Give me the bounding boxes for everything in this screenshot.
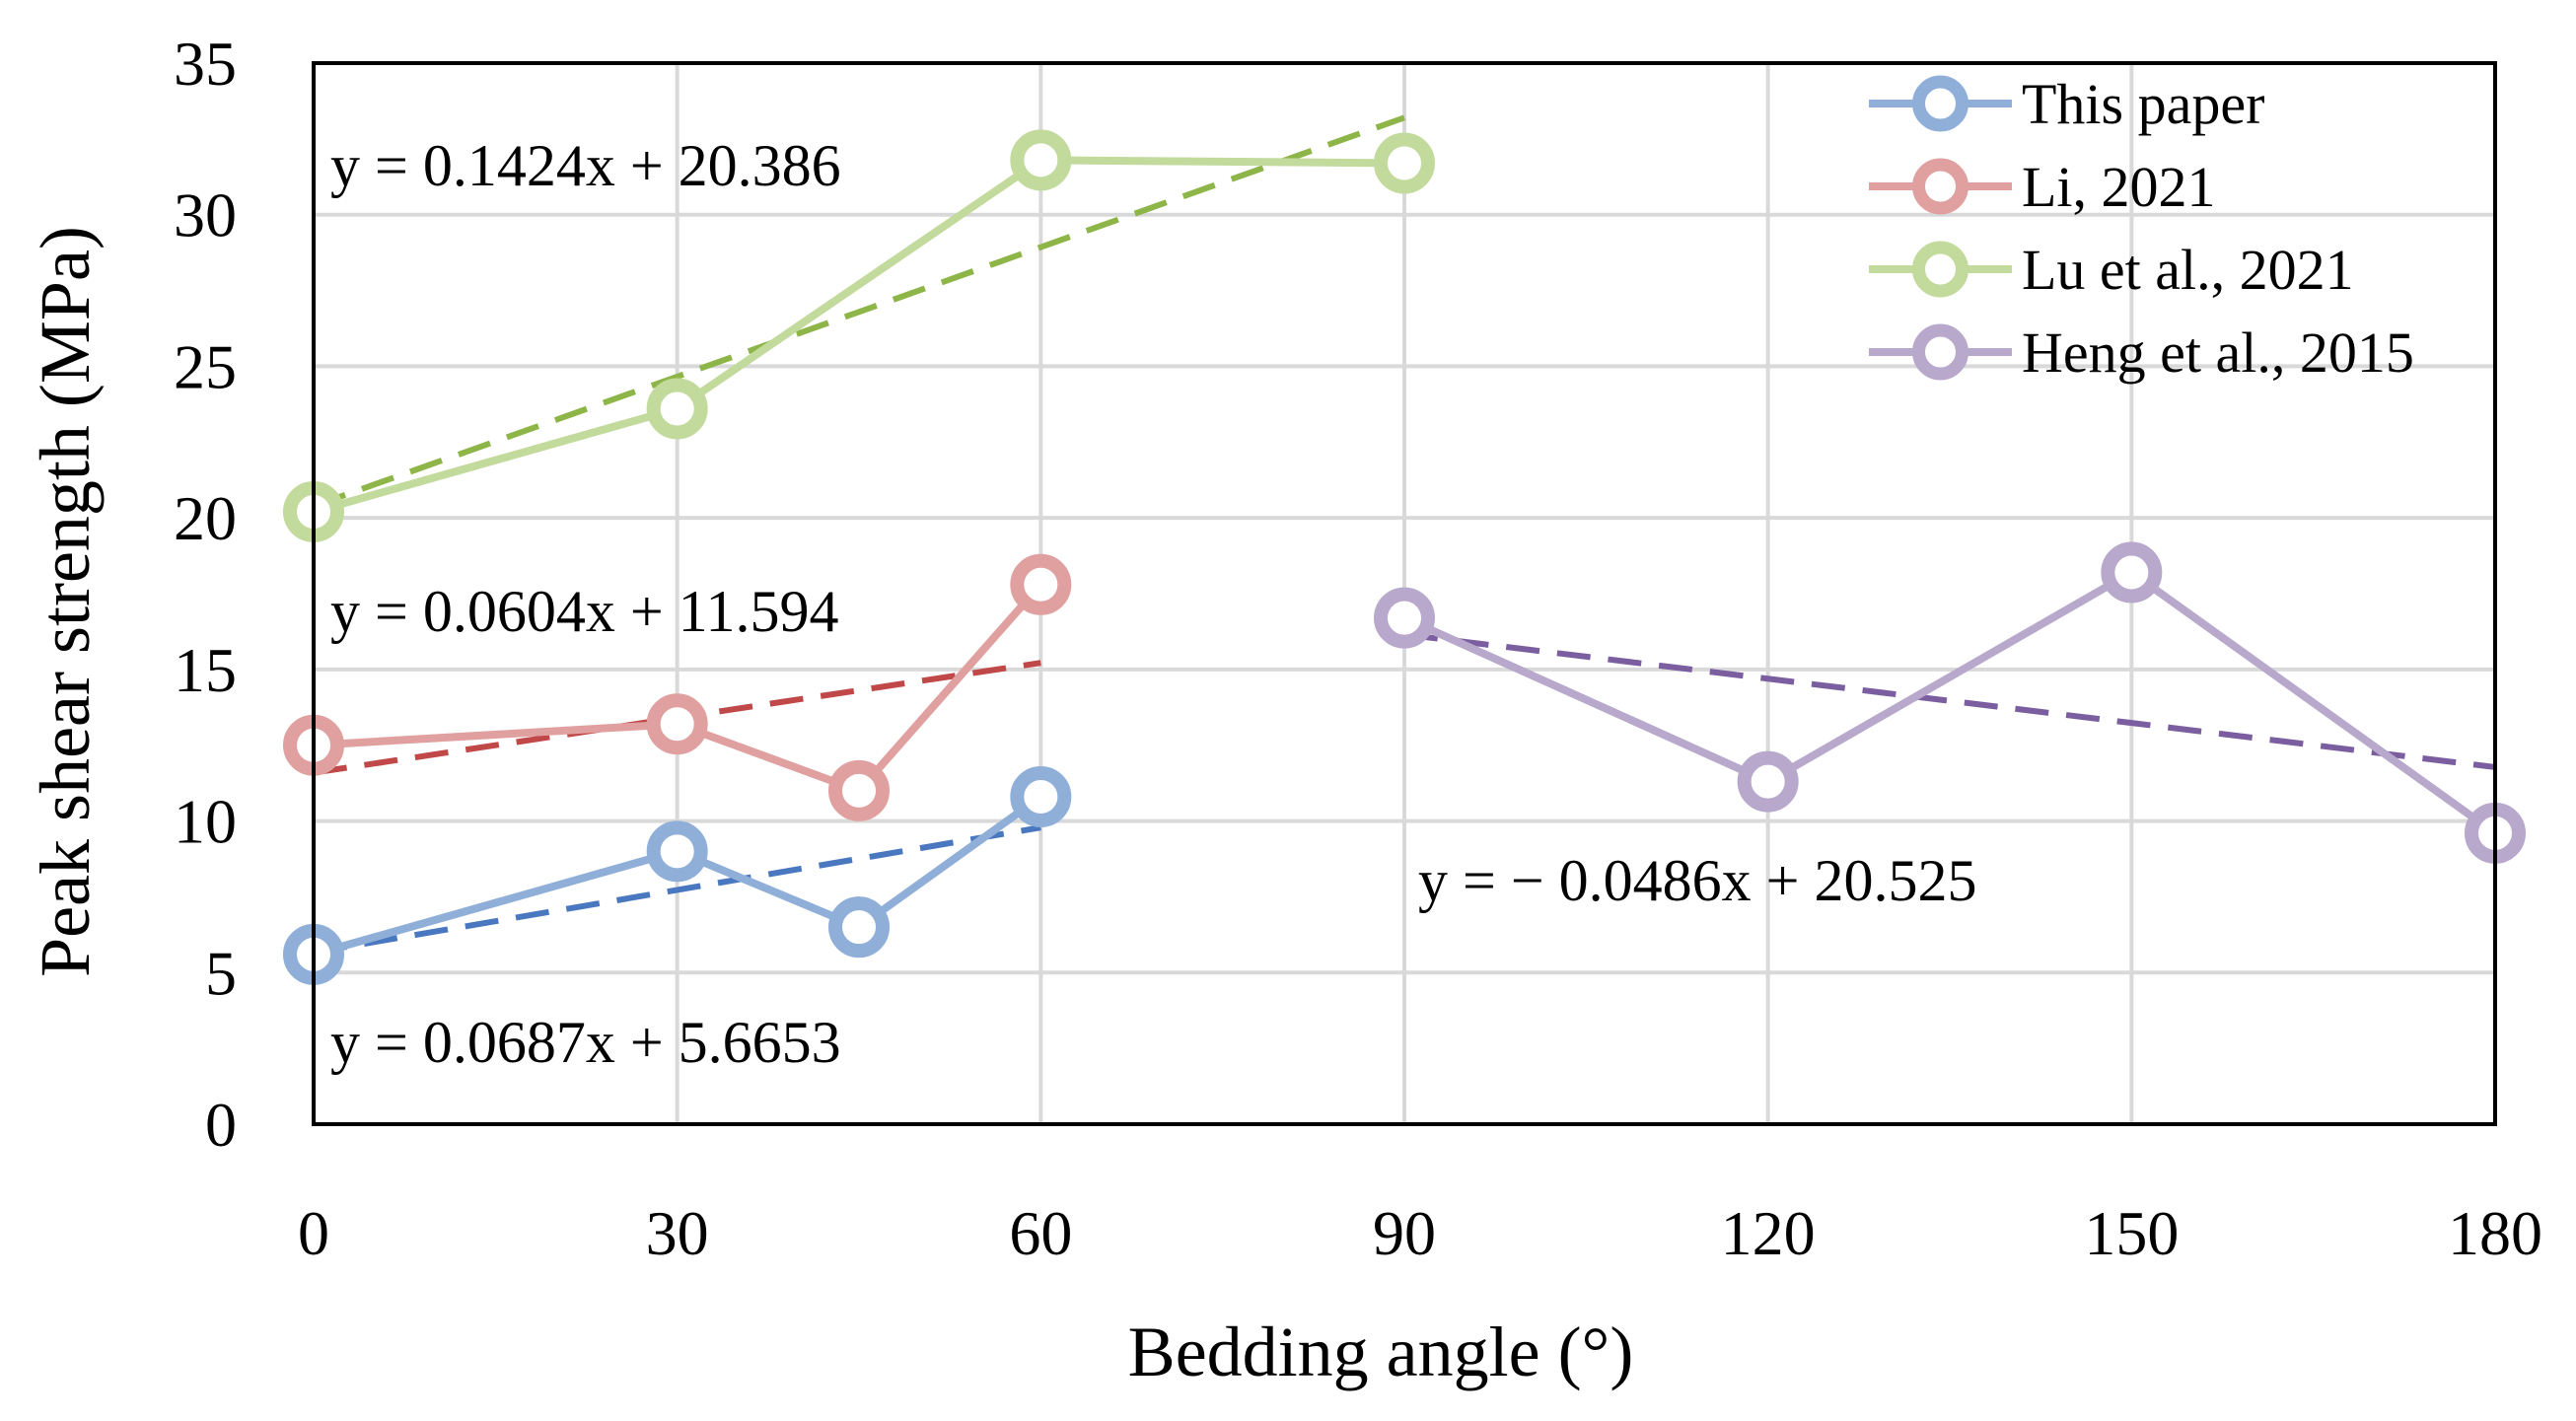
equation-lu: y = 0.1424x + 20.386 [330, 133, 841, 198]
series-line-3 [1402, 568, 2498, 837]
equation-labels: y = 0.1424x + 20.386 y = 0.0604x + 11.59… [330, 133, 1977, 1075]
legend: This paper Li, 2021 Lu et al., 2021 Heng et… [1869, 72, 2414, 385]
data-point-series-0-2 [828, 896, 890, 959]
legend-label-series-0: This paper [2022, 72, 2264, 136]
series-line-0 [312, 793, 1043, 959]
y-tick-label-25: 25 [174, 331, 237, 401]
y-tick-label-15: 15 [174, 635, 237, 705]
y-tick-label-10: 10 [174, 787, 237, 857]
trendline-series-2 [312, 114, 1406, 510]
equation-this-paper: y = 0.0687x + 5.6653 [330, 1010, 841, 1075]
series-line-2 [312, 156, 1405, 516]
data-point-series-2-1 [646, 378, 708, 440]
legend-marker-series-1 [1912, 158, 1968, 215]
data-point-series-2-3 [1374, 132, 1435, 194]
x-tick-label-120: 120 [1721, 1198, 1816, 1268]
data-point-series-1-1 [646, 693, 708, 755]
y-tick-label-5: 5 [205, 938, 237, 1008]
legend-marker-series-2 [1912, 241, 1968, 298]
trendline-series-0 [313, 824, 1041, 956]
data-point-series-1-2 [828, 759, 890, 821]
x-tick-label-60: 60 [1009, 1198, 1072, 1268]
x-tick-label-30: 30 [646, 1198, 709, 1268]
x-tick-label-90: 90 [1373, 1198, 1436, 1268]
data-point-series-3-0 [1374, 587, 1435, 649]
data-point-series-2-2 [1010, 129, 1072, 191]
data-point-series-0-1 [646, 820, 708, 883]
x-tick-label-150: 150 [2084, 1198, 2179, 1268]
data-point-series-3-1 [1737, 750, 1799, 813]
tick-labels: 0 30 60 90 120 150 180 0 5 10 15 20 25 30 35 [174, 29, 2542, 1268]
legend-label-series-3: Heng et al., 2015 [2022, 320, 2414, 385]
x-tick-label-0: 0 [298, 1198, 329, 1268]
x-axis-title: Bedding angle (°) [1128, 1313, 1634, 1391]
series-line-1 [313, 582, 1044, 795]
x-tick-label-180: 180 [2448, 1198, 2542, 1268]
y-tick-label-0: 0 [205, 1090, 237, 1160]
y-tick-label-20: 20 [174, 483, 237, 553]
legend-label-series-1: Li, 2021 [2022, 155, 2216, 219]
legend-label-series-2: Lu et al., 2021 [2022, 238, 2354, 302]
y-tick-label-30: 30 [174, 180, 237, 250]
plot-frame [312, 61, 2497, 1126]
data-point-series-0-3 [1010, 765, 1072, 827]
trendline-series-3 [1403, 631, 2496, 770]
equation-li: y = 0.0604x + 11.594 [330, 579, 838, 644]
equation-heng: y = − 0.0486x + 20.525 [1418, 848, 1977, 913]
series [283, 129, 2526, 985]
data-point-series-3-2 [2101, 541, 2163, 604]
y-tick-label-35: 35 [174, 29, 237, 99]
y-axis-title: Peak shear strength (MPa) [26, 226, 105, 977]
data-point-series-1-3 [1010, 553, 1072, 615]
legend-marker-series-3 [1912, 323, 1968, 381]
legend-marker-series-0 [1912, 75, 1968, 132]
